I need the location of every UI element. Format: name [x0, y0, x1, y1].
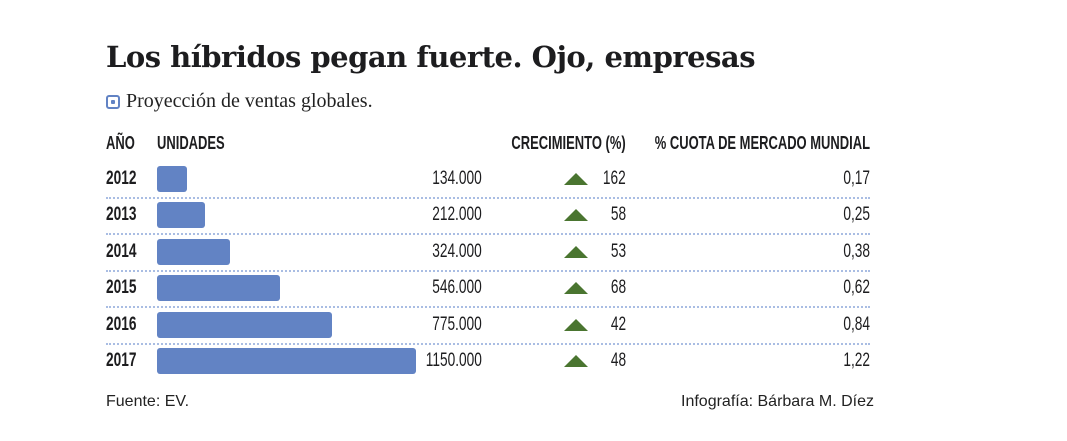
growth-value: 68 [610, 277, 626, 299]
chart-title: Los híbridos pegan fuerte. Ojo, empresas [106, 40, 756, 74]
row-separator [106, 233, 870, 236]
units-bar [157, 238, 230, 265]
units-bar [157, 166, 188, 192]
row-separator [106, 306, 870, 309]
legend-square-icon [106, 94, 120, 109]
up-arrow-icon [564, 209, 588, 222]
units-bar [157, 275, 280, 302]
growth-value: 162 [603, 168, 626, 189]
market-share-value: 0,84 [843, 313, 870, 335]
growth-value: 58 [610, 204, 626, 226]
header-year: AÑO [106, 133, 135, 153]
market-share-value: 0,38 [843, 240, 870, 262]
units-value: 212.000 [432, 204, 482, 226]
growth-value: 42 [610, 313, 626, 335]
year-label: 2015 [106, 277, 137, 299]
units-value: 134.000 [432, 168, 482, 189]
row-separator [106, 342, 870, 345]
units-bar [157, 311, 332, 338]
source-note: Fuente: EV. [106, 393, 190, 410]
up-arrow-icon [564, 318, 588, 331]
year-label: 2013 [106, 204, 137, 226]
units-value: 546.000 [432, 277, 482, 299]
up-arrow-icon [564, 355, 588, 367]
row-separator [106, 269, 870, 272]
market-share-value: 0,25 [843, 204, 870, 226]
units-bar [157, 348, 416, 374]
units-value: 324.000 [432, 240, 482, 262]
up-arrow-icon [564, 282, 588, 295]
chart-subtitle: Proyección de ventas globales. [106, 90, 373, 113]
growth-value: 53 [610, 240, 626, 262]
year-label: 2012 [106, 168, 137, 189]
units-value: 1150.000 [425, 350, 482, 371]
header-units: UNIDADES [157, 133, 225, 153]
credit-note: Infografía: Bárbara M. Díez [681, 393, 874, 410]
units-value: 775.000 [432, 313, 482, 335]
year-label: 2014 [106, 240, 137, 262]
header-market-share: % CUOTA DE MERCADO MUNDIAL [654, 133, 870, 153]
up-arrow-icon [564, 245, 588, 258]
units-bar [157, 202, 205, 229]
growth-value: 48 [610, 350, 626, 371]
subtitle-text: Proyección de ventas globales. [126, 90, 373, 112]
header-growth: CRECIMIENTO (%) [511, 133, 626, 153]
up-arrow-icon [564, 173, 588, 185]
market-share-value: 1,22 [843, 350, 870, 371]
row-separator [106, 197, 870, 199]
year-label: 2016 [106, 313, 137, 335]
market-share-value: 0,62 [843, 277, 870, 299]
market-share-value: 0,17 [843, 168, 870, 189]
year-label: 2017 [106, 350, 137, 371]
